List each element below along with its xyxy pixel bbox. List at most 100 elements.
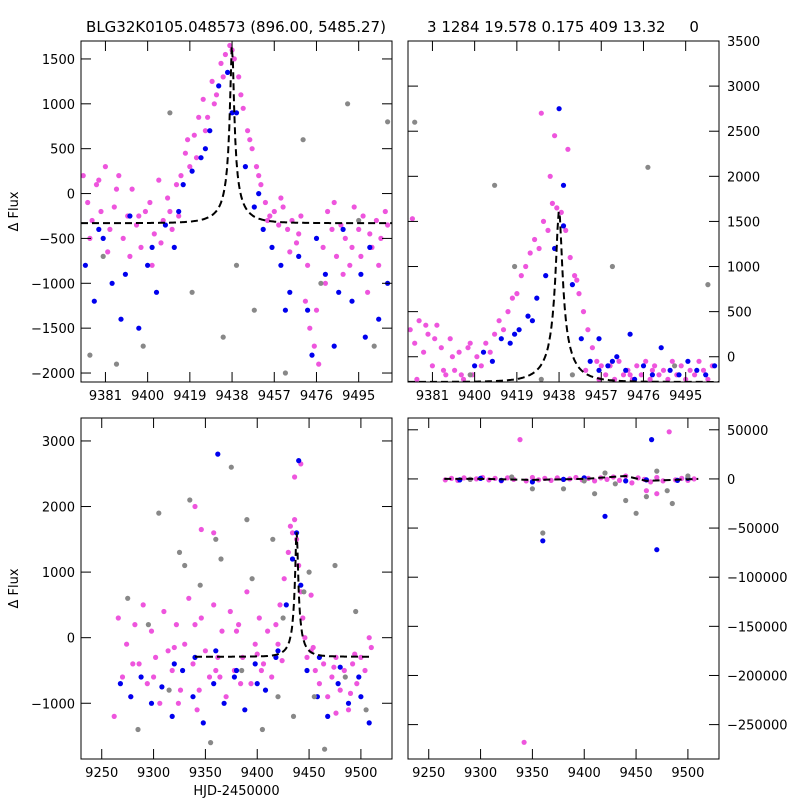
data-point-pink bbox=[358, 253, 364, 259]
data-point-gray bbox=[685, 473, 691, 479]
data-point-blue bbox=[336, 289, 342, 295]
data-point-blue bbox=[180, 182, 186, 188]
data-point-pink bbox=[220, 74, 226, 80]
data-point-pink bbox=[186, 595, 192, 601]
data-point-blue bbox=[254, 681, 260, 687]
data-point-pink bbox=[238, 681, 244, 687]
data-point-blue bbox=[676, 372, 682, 378]
data-point-blue bbox=[525, 313, 531, 319]
data-point-gray bbox=[612, 481, 618, 487]
data-point-pink bbox=[310, 644, 316, 651]
data-point-pink bbox=[157, 700, 163, 706]
data-point-blue bbox=[507, 340, 513, 346]
data-point-pink bbox=[378, 235, 384, 241]
data-point-gray bbox=[282, 370, 288, 376]
x-tick-label: 9457 bbox=[258, 389, 291, 404]
data-point-pink bbox=[304, 654, 310, 661]
data-point-pink bbox=[340, 271, 346, 277]
data-point-pink bbox=[213, 667, 219, 674]
data-point-gray bbox=[167, 110, 173, 116]
data-point-pink bbox=[196, 687, 202, 693]
data-point-pink bbox=[547, 173, 553, 179]
data-point-pink bbox=[385, 222, 391, 228]
data-point-pink bbox=[669, 358, 675, 364]
y-tick-label: −200000 bbox=[727, 669, 788, 684]
data-point-gray bbox=[218, 556, 224, 562]
data-point-pink bbox=[320, 244, 326, 250]
data-point-pink bbox=[496, 318, 502, 324]
data-point-pink bbox=[341, 667, 347, 674]
y-tick-label: 1500 bbox=[42, 53, 75, 68]
data-point-blue bbox=[358, 271, 364, 277]
data-point-pink bbox=[592, 478, 598, 484]
data-point-pink bbox=[223, 694, 229, 700]
data-point-pink bbox=[281, 576, 287, 582]
data-point-pink bbox=[350, 661, 356, 667]
data-point-blue bbox=[694, 367, 700, 373]
data-point-blue bbox=[117, 681, 123, 687]
data-point-pink bbox=[474, 354, 480, 360]
data-point-blue bbox=[556, 106, 562, 112]
data-point-pink bbox=[308, 592, 314, 598]
x-tick-label: 9495 bbox=[342, 389, 375, 404]
data-point-gray bbox=[213, 536, 219, 542]
x-tick-label: 9457 bbox=[585, 389, 618, 404]
x-tick-label: 9500 bbox=[344, 766, 377, 781]
data-point-blue bbox=[712, 363, 718, 369]
data-point-pink bbox=[130, 661, 136, 667]
data-point-pink bbox=[352, 651, 358, 657]
data-point-pink bbox=[414, 376, 420, 382]
data-point-gray bbox=[318, 280, 324, 286]
data-point-blue bbox=[358, 694, 364, 700]
data-point-pink bbox=[293, 240, 300, 246]
data-point-gray bbox=[492, 182, 498, 188]
data-point-blue bbox=[260, 226, 266, 232]
data-point-pink bbox=[236, 74, 242, 80]
data-point-pink bbox=[85, 199, 91, 206]
data-point-pink bbox=[182, 150, 188, 156]
data-point-gray bbox=[669, 500, 675, 507]
y-tick-label: 500 bbox=[50, 143, 75, 158]
data-point-pink bbox=[311, 343, 317, 349]
data-point-gray bbox=[113, 361, 120, 367]
data-point-blue bbox=[242, 164, 248, 170]
x-tick-label: 9350 bbox=[189, 766, 222, 781]
data-point-pink bbox=[151, 674, 157, 680]
x-tick-label: 9350 bbox=[516, 766, 549, 781]
data-point-pink bbox=[331, 664, 337, 670]
data-point-pink bbox=[256, 615, 262, 621]
data-point-blue bbox=[221, 700, 227, 706]
data-point-pink bbox=[356, 226, 362, 232]
data-point-pink bbox=[325, 694, 331, 700]
data-point-pink bbox=[147, 199, 153, 206]
y-tick-label: 50000 bbox=[727, 424, 768, 439]
y-tick-label: −250000 bbox=[727, 719, 788, 734]
panel-bottom-left: 9250 9300 9350 9400 9450 9500 −1000 0 1000 2000 30… bbox=[7, 417, 393, 799]
data-point-gray bbox=[306, 569, 312, 575]
data-point-pink bbox=[316, 361, 322, 367]
data-point-pink bbox=[552, 133, 558, 139]
data-point-pink bbox=[461, 475, 467, 481]
data-point-blue bbox=[190, 694, 196, 700]
data-point-blue bbox=[296, 253, 302, 259]
data-point-blue bbox=[231, 674, 237, 680]
data-point-pink bbox=[165, 195, 171, 201]
data-point-pink bbox=[478, 363, 484, 369]
data-point-pink bbox=[521, 739, 527, 745]
data-point-pink bbox=[347, 690, 354, 697]
data-point-gray bbox=[166, 687, 172, 693]
data-point-pink bbox=[660, 367, 667, 373]
data-point-pink bbox=[572, 273, 578, 279]
data-point-blue bbox=[169, 713, 175, 720]
data-point-pink bbox=[142, 208, 148, 215]
data-point-pink bbox=[629, 480, 635, 486]
data-point-gray bbox=[412, 119, 418, 125]
y-tick-label: 0 bbox=[67, 188, 75, 203]
data-point-pink bbox=[598, 363, 604, 369]
data-point-pink bbox=[127, 253, 133, 259]
data-point-pink bbox=[292, 474, 298, 480]
data-point-pink bbox=[96, 177, 102, 183]
data-point-pink bbox=[425, 331, 431, 337]
data-point-blue bbox=[128, 694, 134, 700]
data-point-pink bbox=[119, 674, 126, 680]
